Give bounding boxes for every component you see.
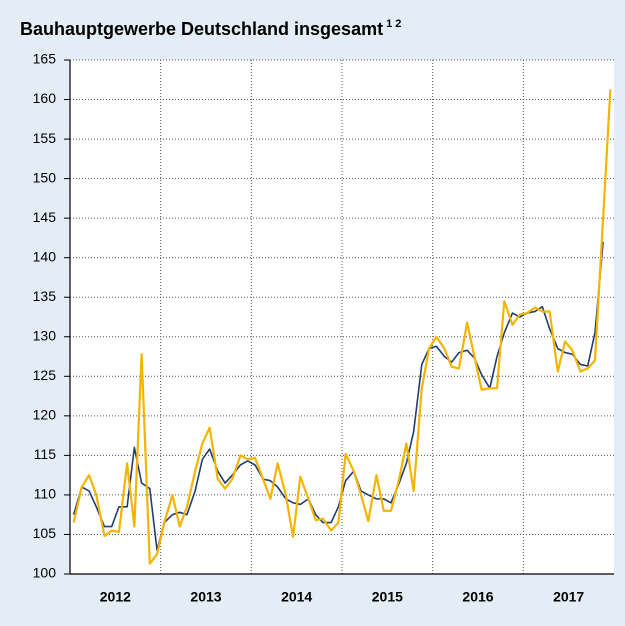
title-note: 1 2 xyxy=(386,18,401,30)
y-tick-label: 155 xyxy=(33,130,57,146)
y-tick-label: 165 xyxy=(33,51,57,67)
y-tick-label: 105 xyxy=(33,525,57,541)
y-tick-label: 110 xyxy=(34,486,57,502)
line-series xyxy=(72,89,612,565)
x-tick-label: 2015 xyxy=(372,589,403,605)
y-tick-label: 120 xyxy=(33,407,57,423)
y-tick-label: 100 xyxy=(33,565,57,581)
y-tick-label: 130 xyxy=(33,327,57,343)
y-tick-label: 160 xyxy=(33,90,57,106)
x-tick-label: 2016 xyxy=(462,589,493,605)
y-tick-label: 125 xyxy=(33,367,57,383)
y-tick-label: 150 xyxy=(33,169,57,185)
chart-title: Bauhauptgewerbe Deutschland insgesamt 1 2 xyxy=(20,18,401,39)
x-tick-label: 2014 xyxy=(281,589,312,605)
x-tick-label: 2013 xyxy=(190,589,221,605)
title-text: Bauhauptgewerbe Deutschland insgesamt xyxy=(20,19,383,39)
x-tick-label: 2017 xyxy=(553,589,584,605)
x-tick-label: 2012 xyxy=(100,589,131,605)
y-tick-label: 145 xyxy=(33,209,57,225)
y-tick-label: 115 xyxy=(34,446,57,462)
y-tick-label: 140 xyxy=(33,248,57,264)
y-tick-label: 135 xyxy=(33,288,57,304)
